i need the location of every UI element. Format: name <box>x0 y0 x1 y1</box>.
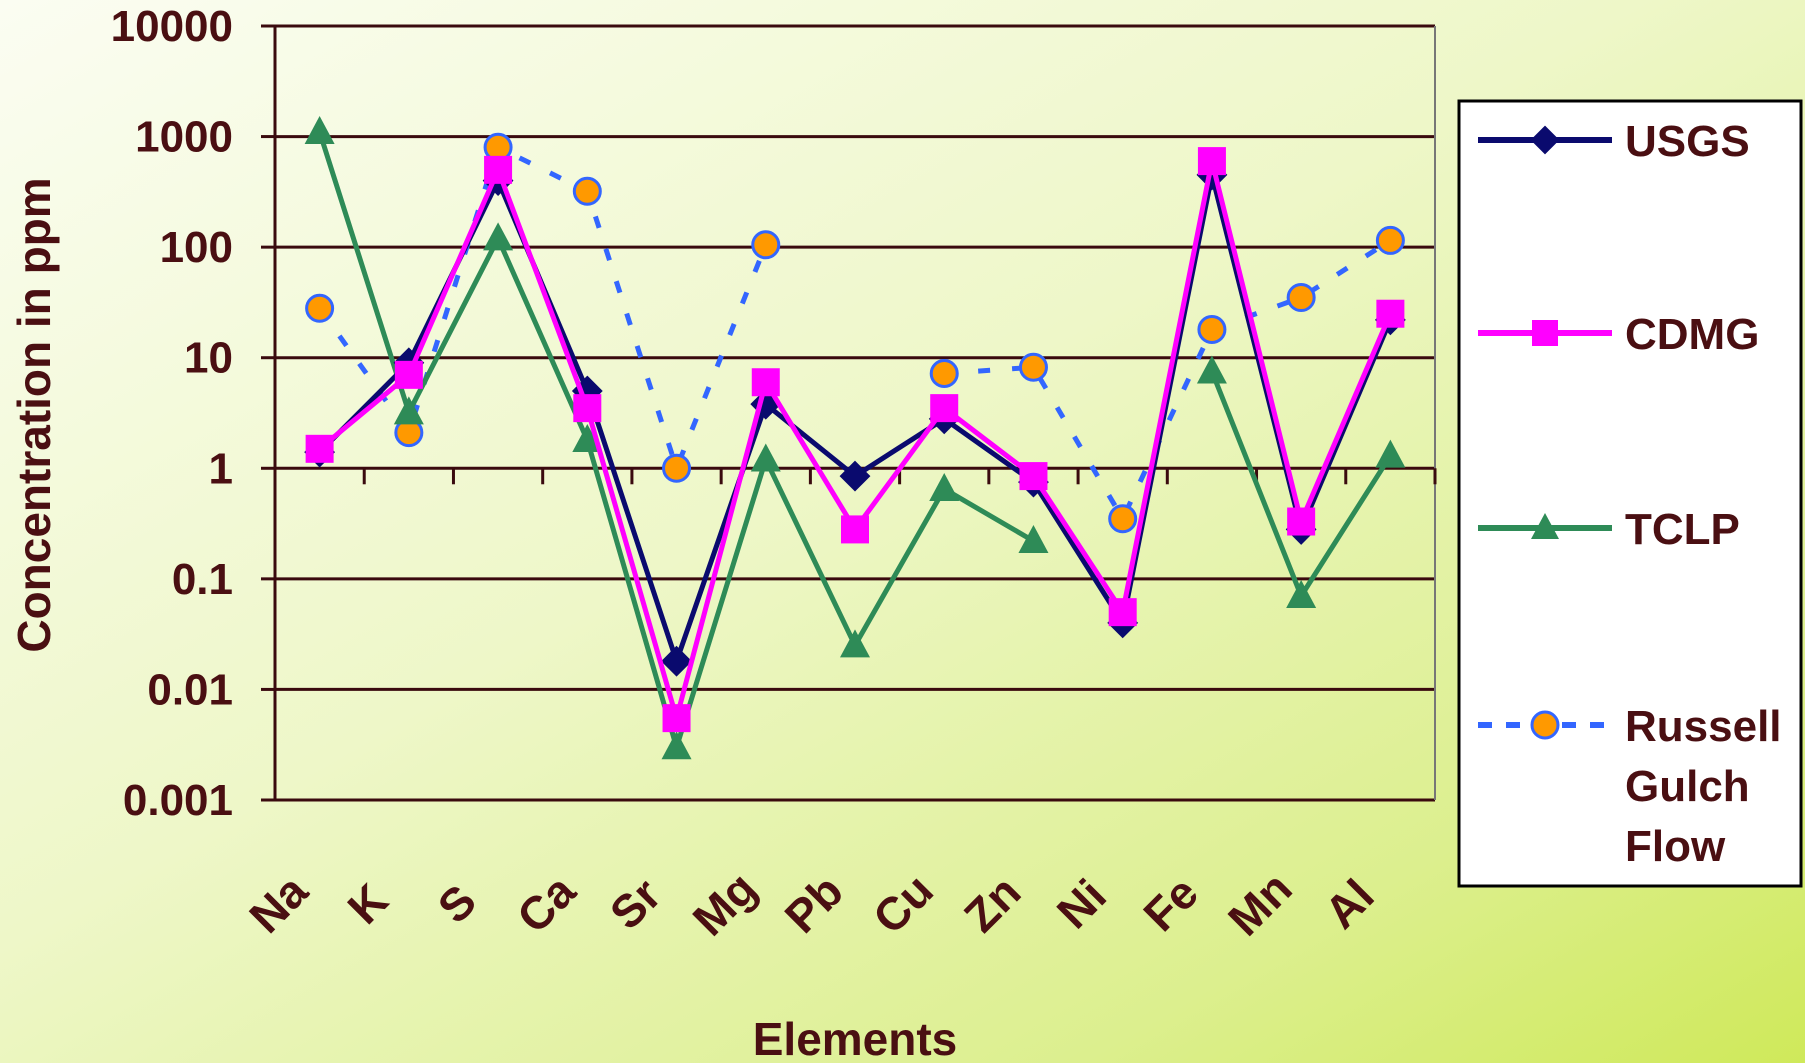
marker-circle <box>1375 225 1405 255</box>
series-tclp <box>304 115 1406 760</box>
y-tick-label: 0.1 <box>172 555 233 604</box>
marker-square <box>394 360 423 389</box>
y-tick-label: 1000 <box>135 113 233 162</box>
x-tick-labels: Na K S Ca Sr Mg Pb Cu Zn Ni Fe Mn Al <box>239 862 1384 946</box>
x-tick-label-zn: Zn <box>954 865 1031 942</box>
y-tick-label: 10000 <box>111 2 233 51</box>
y-tick-labels: 10000 1000 100 10 1 0.1 0.01 0.001 <box>111 2 233 825</box>
marker-circle <box>1197 314 1227 344</box>
marker-triangle <box>1196 355 1227 384</box>
series-line <box>944 238 1392 522</box>
marker-circle <box>1286 283 1316 313</box>
gridlines <box>275 24 1435 802</box>
marker-diamond <box>839 460 871 492</box>
series-line <box>1209 370 1393 599</box>
marker-square <box>1287 507 1316 536</box>
legend: USGS CDMG TCLP Russell Gulch Flow <box>1457 99 1803 888</box>
marker-triangle <box>1018 524 1049 553</box>
y-tick-label: 10 <box>184 334 233 383</box>
x-tick-label-cu: Cu <box>863 864 943 944</box>
legend-label: Gulch <box>1625 762 1750 811</box>
marker-square <box>1376 299 1405 328</box>
x-tick-label-fe: Fe <box>1133 866 1208 941</box>
marker-circle <box>1108 504 1138 534</box>
marker-square <box>1108 598 1137 627</box>
marker-triangle <box>929 472 960 501</box>
marker-circle <box>929 358 959 388</box>
marker-triangle <box>661 731 692 760</box>
marker-circle <box>572 176 602 206</box>
marker-circle <box>305 293 335 323</box>
marker-circle <box>751 230 781 260</box>
marker-square <box>662 704 691 733</box>
series <box>304 115 1406 760</box>
marker-triangle <box>750 443 781 472</box>
marker-triangle <box>1531 513 1559 539</box>
legend-label: Russell <box>1625 702 1782 751</box>
marker-square <box>841 515 869 544</box>
marker-circle <box>662 453 692 483</box>
series-cdmg <box>305 147 1405 733</box>
marker-square <box>484 155 513 184</box>
marker-triangle <box>840 629 870 658</box>
marker-square <box>751 368 780 397</box>
y-tick-label: 0.01 <box>147 665 233 714</box>
marker-triangle <box>572 424 603 453</box>
marker-triangle <box>1375 439 1406 468</box>
x-tick-label-na: Na <box>239 864 318 943</box>
x-tick-label-sr: Sr <box>600 868 671 939</box>
marker-square <box>1532 320 1558 346</box>
x-tick-label-al: Al <box>1314 869 1383 938</box>
marker-triangle <box>304 115 335 144</box>
marker-diamond <box>661 645 692 677</box>
marker-square <box>1197 147 1226 176</box>
x-axis-label: Elements <box>753 1013 958 1063</box>
x-tick-label-mn: Mn <box>1218 862 1302 946</box>
legend-item-cdmg: CDMG <box>1478 310 1759 359</box>
x-tick-label-ni: Ni <box>1047 869 1116 938</box>
axes <box>261 24 1437 802</box>
legend-label: Flow <box>1625 822 1726 871</box>
y-axis-label: Concentration in ppm <box>8 177 60 652</box>
y-tick-label: 100 <box>160 223 233 272</box>
x-tick-label-mg: Mg <box>683 862 767 946</box>
x-tick-label-pb: Pb <box>775 865 853 943</box>
legend-label: CDMG <box>1625 310 1759 359</box>
marker-square <box>930 394 959 423</box>
marker-square <box>573 394 602 423</box>
x-tick-label-k: K <box>337 874 397 934</box>
legend-label: USGS <box>1625 117 1750 166</box>
x-tick-label-s: S <box>428 874 486 932</box>
legend-box <box>1457 99 1803 888</box>
series-line <box>317 144 769 471</box>
legend-item-russell-gulch-flow: Russell Gulch Flow <box>1478 702 1782 871</box>
marker-circle <box>1018 352 1048 382</box>
y-tick-label: 1 <box>209 444 233 493</box>
marker-triangle <box>483 222 514 251</box>
marker-square <box>1019 462 1048 491</box>
legend-label: TCLP <box>1625 505 1740 554</box>
marker-triangle <box>393 396 424 425</box>
marker-triangle <box>1286 579 1317 608</box>
marker-diamond <box>1530 125 1560 155</box>
x-tick-label-ca: Ca <box>507 864 586 943</box>
y-tick-label: 0.001 <box>123 776 233 825</box>
series-russell-gulch-flow <box>305 132 1405 534</box>
legend-item-usgs: USGS <box>1478 117 1750 166</box>
marker-circle <box>1530 710 1560 740</box>
legend-item-tclp: TCLP <box>1478 505 1740 554</box>
marker-square <box>305 434 334 463</box>
